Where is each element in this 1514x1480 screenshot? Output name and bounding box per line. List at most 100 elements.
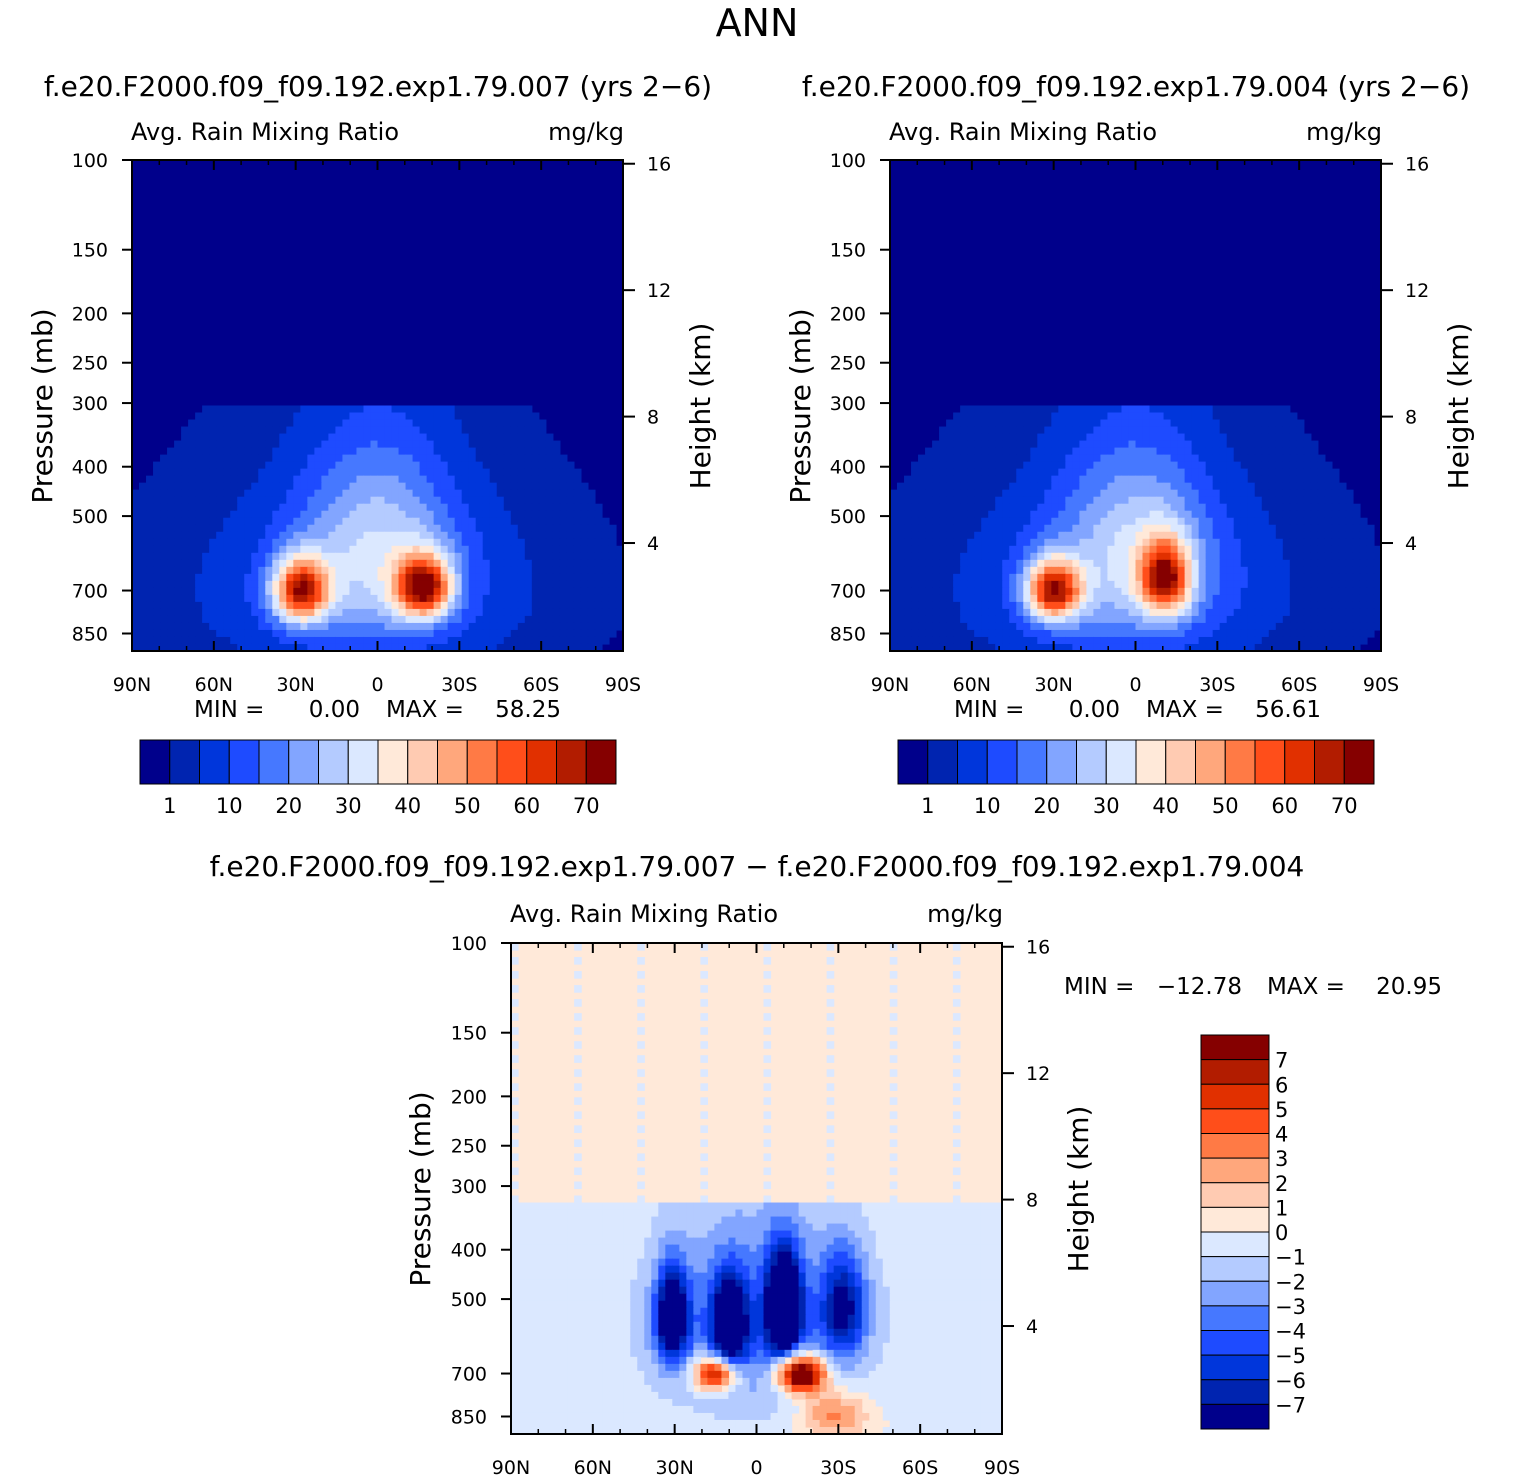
case1-cell [167,594,175,603]
case2-cell [1149,552,1158,561]
case2-cell [1240,503,1249,512]
case2-cell [1240,580,1249,589]
diff-cell [735,1209,744,1218]
diff-cell [889,1041,898,1049]
case2-cell [1170,580,1179,589]
case2-cell [918,643,926,652]
case2-cell [995,629,1003,638]
case2-cell [1247,552,1256,561]
case1-cell [503,517,512,526]
case2-cell [1205,552,1214,561]
case2-cell [981,608,989,617]
case2-cell [1023,629,1031,638]
case2-cell [953,524,961,533]
case2-cell [1226,622,1235,631]
case2-cell [1121,503,1130,512]
case2-cell [1324,489,1333,498]
case1-ytick-label: 100 [72,150,108,172]
case1-cell [412,482,421,491]
case1-cell [349,475,358,484]
diff-cell [889,1139,898,1148]
case1-cell [370,573,379,582]
case1-cell [594,594,603,603]
case2-cell [1212,552,1221,561]
case1-cell [552,496,561,505]
diff-cell [756,1209,765,1218]
case1-cell [167,510,175,519]
case1-cell [272,489,280,498]
case1-cell [286,426,294,435]
case2-cell [960,622,968,631]
case1-cell [265,566,273,575]
diff-cell [763,1139,772,1148]
case2-cell [1051,496,1059,505]
case1-cell [181,531,189,540]
case2-cell [911,524,919,533]
case1-cell [230,503,238,512]
case2-cell [1359,629,1368,638]
case2-cell [1275,447,1284,456]
case1-cell [468,447,477,456]
case1-cell [496,461,505,470]
case2-cell [1177,601,1186,610]
case1-cell [580,573,589,582]
case1-cell [286,538,294,547]
case2-cell [911,559,919,568]
diff-cell [511,1209,519,1218]
case2-cell [1100,538,1109,547]
case1-cell [517,468,526,477]
case1-ytick-label: 700 [72,581,108,603]
case1-cell [181,489,189,498]
case1-field [132,405,624,652]
case1-cell [251,440,259,449]
case2-cell [932,566,940,575]
case1-cell [377,643,386,652]
case2-cell [1037,496,1045,505]
case2-cell [1366,594,1375,603]
diff-cell [574,1139,582,1148]
case2-cell [1009,510,1017,519]
case1-cell [412,405,421,414]
case2-cell [988,426,996,435]
case1-cell [405,503,414,512]
case2-cell [1191,468,1200,477]
case1-cell [356,552,365,561]
case1-cell [594,531,603,540]
case2-cell [1359,636,1368,645]
case1-cell [573,573,582,582]
case1-cell [356,468,365,477]
case2-cell [1345,643,1354,652]
case2-cell [1128,538,1137,547]
case1-cell [552,538,561,547]
case1-cell [496,524,505,533]
case2-cell [918,538,926,547]
case2-cell [939,629,947,638]
case1-cell [398,629,407,638]
case1-cell [405,531,414,540]
case2-cell [1247,517,1256,526]
case2-cell [925,524,933,533]
diff-cell [763,999,772,1007]
case1-cell [447,545,456,554]
case1-cell [307,601,315,610]
case2-cell [967,510,975,519]
diff-cell [700,1041,708,1049]
case1-cell [517,559,526,568]
case1-cell [573,601,582,610]
case2-cell [1156,440,1165,449]
case2-cell [1184,454,1193,463]
case2-cell [1072,643,1080,652]
case2-cell [967,580,975,589]
case2-cell [1191,433,1200,442]
case1-cell [461,636,470,645]
diff-cell [917,1202,926,1211]
case2-cell [1198,566,1207,575]
case1-cell [475,573,484,582]
case2-cell [1072,517,1080,526]
case1-cell [300,601,308,610]
case1-cell [594,559,603,568]
diff-cell [658,1202,666,1211]
case2-cell [1065,482,1073,491]
case2-cell [988,503,996,512]
case2-cell [1100,433,1109,442]
